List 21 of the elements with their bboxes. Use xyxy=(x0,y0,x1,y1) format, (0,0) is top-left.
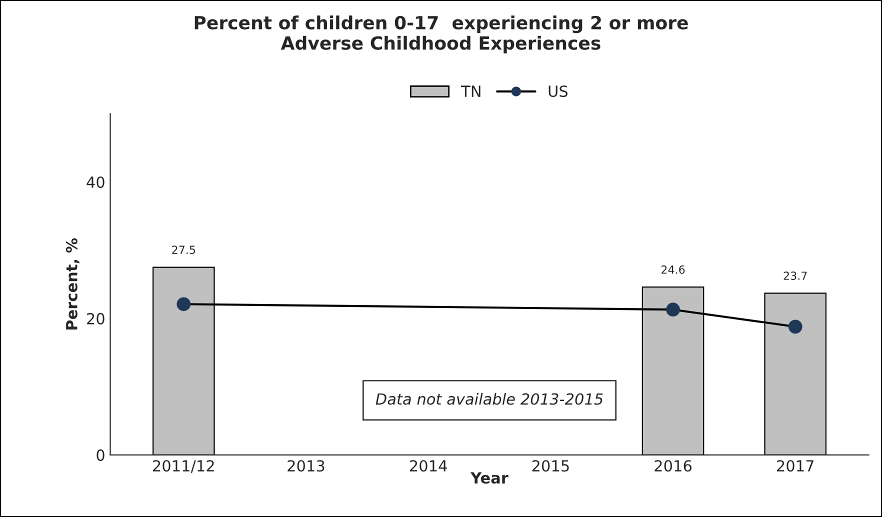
point xyxy=(788,320,802,334)
data-label: 24.6 xyxy=(661,265,685,274)
chart-title: Percent of children 0-17 experiencing 2 or more Adverse Childhood Experiences xyxy=(194,16,688,54)
x-tick-label: 2016 xyxy=(654,460,692,472)
y-tick-label: 40 xyxy=(86,176,104,188)
x-tick-label: 2015 xyxy=(532,460,569,472)
point xyxy=(666,302,680,317)
point xyxy=(176,297,191,312)
y-tick-label: 0 xyxy=(96,449,104,461)
x-tick-label: 2014 xyxy=(410,460,447,472)
data-label: 27.5 xyxy=(172,246,196,254)
y-axis-title: Percent, % xyxy=(66,238,80,330)
x-tick-label: 2013 xyxy=(288,460,324,472)
legend-label: US xyxy=(548,85,568,98)
legend-label: TN xyxy=(461,86,480,97)
annotation: Data not available 2013-2015 xyxy=(376,392,603,405)
data-label: 23.7 xyxy=(784,272,807,280)
y-tick-label: 20 xyxy=(87,312,104,324)
x-tick-label: 2011/12 xyxy=(153,460,214,473)
x-tick-label: 2017 xyxy=(777,460,814,472)
x-axis-title: Year xyxy=(470,472,508,484)
